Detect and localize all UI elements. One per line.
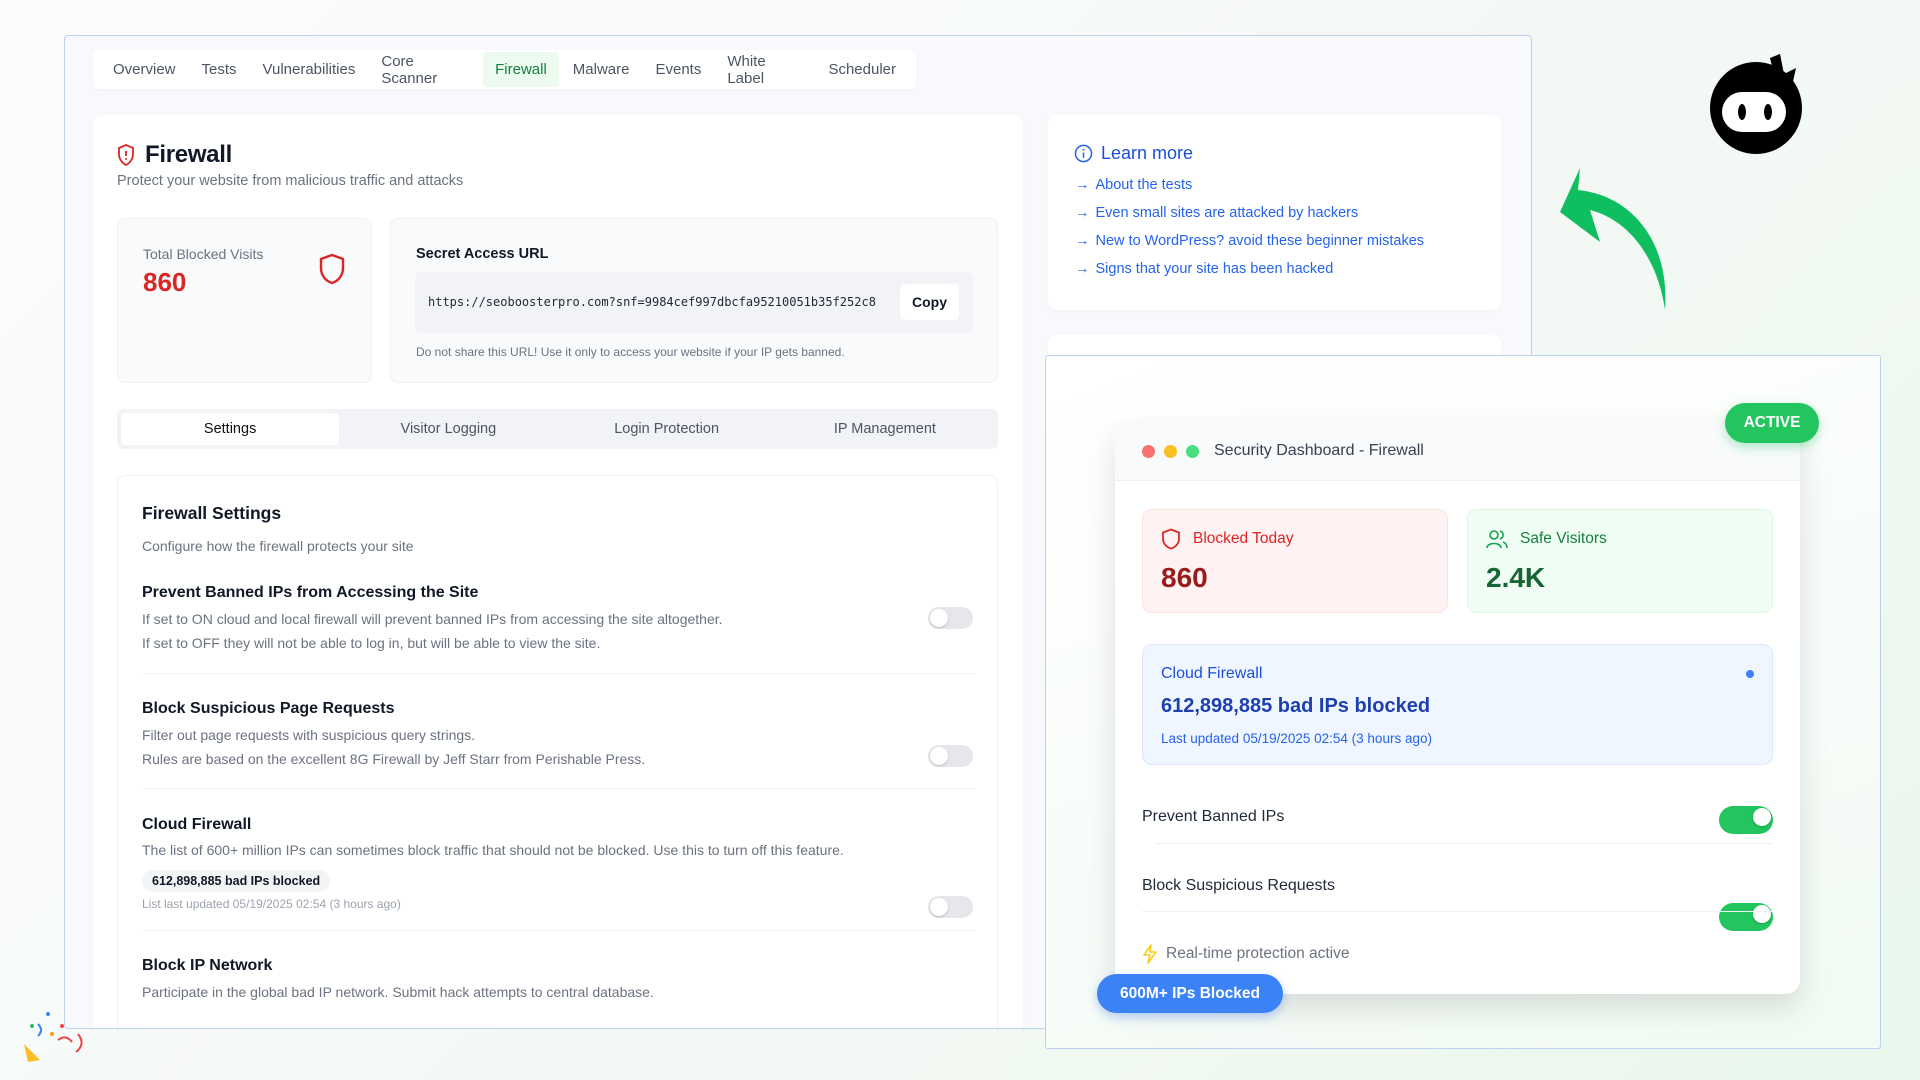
divider (142, 788, 975, 789)
status-dot (1746, 670, 1754, 678)
stat-value: 860 (143, 267, 187, 297)
curved-arrow-icon (1560, 168, 1666, 310)
toggle-prevent-banned-ips[interactable] (928, 607, 973, 629)
blocked-today-card: Blocked Today 860 (1142, 509, 1448, 613)
nav-tabs: Overview Tests Vulnerabilities Core Scan… (93, 50, 916, 89)
safe-visitors-card: Safe Visitors 2.4K (1467, 509, 1773, 613)
learn-more-card: Learn more → About the tests → Even small … (1048, 115, 1501, 310)
toggle-cloud-firewall[interactable] (928, 896, 973, 918)
maximize-dot[interactable] (1186, 444, 1199, 458)
tab-scheduler[interactable]: Scheduler (828, 61, 896, 78)
learn-link[interactable]: → New to WordPress? avoid these beginner … (1075, 233, 1425, 249)
arrow-right-icon: → (1075, 177, 1090, 193)
bad-ips-badge: 612,898,885 bad IPs blocked (142, 870, 331, 892)
minimize-dot[interactable] (1164, 444, 1177, 458)
tab-malware[interactable]: Malware (572, 61, 630, 78)
arrow-right-icon: → (1075, 233, 1090, 249)
secret-url-note: Do not share this URL! Use it only to ac… (416, 345, 845, 359)
users-icon (1486, 530, 1508, 549)
subtab-login-protection[interactable]: Login Protection (614, 421, 720, 437)
secret-url-label: Secret Access URL (416, 246, 549, 262)
tab-vulnerabilities[interactable]: Vulnerabilities (262, 61, 356, 78)
settings-subtitle: Configure how the firewall protects your… (142, 538, 414, 554)
tab-firewall[interactable]: Firewall (483, 52, 559, 87)
window-title: Security Dashboard - Firewall (1214, 442, 1424, 459)
dashboard-window: Security Dashboard - Firewall Blocked To… (1115, 422, 1800, 994)
firewall-card: Firewall Protect your website from malic… (93, 115, 1023, 1028)
shield-icon (1162, 528, 1180, 550)
arrow-right-icon: → (1075, 261, 1090, 277)
copy-button[interactable]: Copy (900, 284, 959, 320)
info-icon (1074, 144, 1093, 163)
divider (1142, 911, 1773, 912)
window-titlebar: Security Dashboard - Firewall (1115, 422, 1800, 481)
tab-tests[interactable]: Tests (201, 61, 237, 78)
safe-visitors-value: 2.4K (1486, 562, 1546, 593)
shield-alert-icon (118, 144, 134, 166)
settings-title: Firewall Settings (142, 503, 282, 523)
secret-url-box: https://seoboosterpro.com?snf=9984cef997… (415, 272, 973, 333)
page-subtitle: Protect your website from malicious traf… (117, 173, 464, 189)
tab-overview[interactable]: Overview (113, 61, 176, 78)
learn-link[interactable]: → Even small sites are attacked by hacker… (1075, 205, 1359, 221)
cloud-firewall-updated: Last updated 05/19/2025 02:54 (3 hours a… (1161, 731, 1432, 746)
divider (142, 930, 975, 931)
settings-subtabs: Settings Visitor Logging Login Protectio… (117, 409, 998, 449)
learn-more-title: Learn more (1101, 143, 1194, 163)
active-badge: ACTIVE (1725, 403, 1819, 443)
setting-desc: Filter out page requests with suspicious… (142, 727, 646, 767)
shield-icon (319, 253, 345, 285)
learn-link[interactable]: → Signs that your site has been hacked (1075, 261, 1334, 277)
divider (1155, 843, 1773, 844)
stat-label: Total Blocked Visits (143, 246, 264, 262)
confetti-icon (24, 1012, 83, 1062)
close-dot[interactable] (1142, 444, 1155, 458)
ips-blocked-badge: 600M+ IPs Blocked (1097, 974, 1283, 1013)
cloud-firewall-card: Cloud Firewall 612,898,885 bad IPs block… (1142, 644, 1773, 765)
toggle-block-suspicious-preview[interactable] (1719, 903, 1773, 931)
realtime-status: Real-time protection active (1166, 945, 1350, 962)
blocked-today-label: Blocked Today (1193, 530, 1294, 547)
divider (142, 673, 975, 674)
setting-desc: Participate in the global bad IP network… (142, 984, 654, 1000)
learn-link[interactable]: → About the tests (1075, 177, 1193, 193)
arrow-right-icon: → (1075, 205, 1090, 221)
firewall-settings-panel: Firewall Settings Configure how the fire… (117, 475, 998, 1028)
setting-title: Cloud Firewall (142, 816, 252, 833)
toggle-prevent-banned-ips-preview[interactable] (1719, 806, 1773, 834)
tab-events[interactable]: Events (655, 61, 702, 78)
blocked-today-value: 860 (1161, 562, 1208, 593)
toggle-label: Block Suspicious Requests (1142, 877, 1335, 894)
tab-white-label[interactable]: White Label (727, 52, 766, 87)
ninja-logo (1710, 54, 1802, 154)
subtab-settings[interactable]: Settings (121, 413, 340, 445)
list-updated: List last updated 05/19/2025 02:54 (3 ho… (142, 897, 401, 911)
total-blocked-card: Total Blocked Visits 860 (117, 218, 372, 383)
cloud-firewall-value: 612,898,885 bad IPs blocked (1161, 695, 1431, 717)
subtab-ip-management[interactable]: IP Management (833, 421, 936, 437)
setting-desc: The list of 600+ million IPs can sometim… (142, 842, 844, 858)
setting-title: Block IP Network (142, 957, 273, 974)
secret-url-card: Secret Access URL https://seoboosterpro.… (390, 218, 998, 383)
cloud-firewall-label: Cloud Firewall (1161, 665, 1263, 682)
tab-core-scanner[interactable]: Core Scanner (381, 52, 438, 87)
setting-title: Block Suspicious Page Requests (142, 700, 395, 717)
safe-visitors-label: Safe Visitors (1520, 530, 1607, 547)
secret-url-value[interactable]: https://seoboosterpro.com?snf=9984cef997… (428, 295, 876, 309)
toggle-label: Prevent Banned IPs (1142, 808, 1285, 825)
setting-desc: If set to ON cloud and local firewall wi… (142, 611, 723, 651)
page-title: Firewall (145, 141, 232, 168)
subtab-visitor-logging[interactable]: Visitor Logging (400, 421, 497, 437)
dashboard-preview-frame: Security Dashboard - Firewall Blocked To… (1045, 355, 1881, 1049)
setting-title: Prevent Banned IPs from Accessing the Si… (142, 584, 479, 601)
lightning-icon (1143, 944, 1157, 964)
toggle-block-suspicious[interactable] (928, 745, 973, 767)
